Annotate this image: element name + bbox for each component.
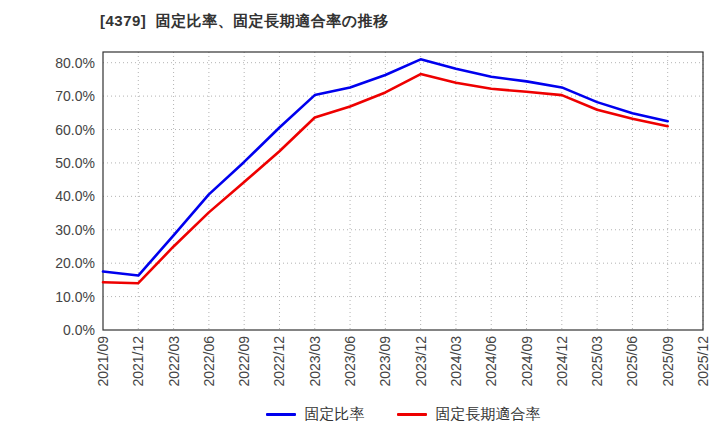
legend-line-swatch-red [397, 413, 427, 416]
x-axis-tick-label: 2022/03 [166, 336, 182, 387]
x-axis-tick-label: 2025/12 [695, 336, 711, 387]
y-axis-tick-label: 0.0% [63, 322, 95, 338]
legend-item-fixed-ratio: 固定比率 [266, 405, 365, 424]
x-axis-tick-label: 2021/09 [95, 336, 111, 387]
x-axis-tick-label: 2024/09 [519, 336, 535, 387]
chart-page: { "header": { "title": "[4379] 固定比率、固定長期… [0, 0, 720, 440]
x-axis-tick-label: 2023/12 [413, 336, 429, 387]
y-axis-tick-label: 60.0% [55, 122, 95, 138]
x-axis-tick-label: 2023/06 [342, 336, 358, 387]
y-axis-tick-label: 80.0% [55, 55, 95, 71]
x-axis-tick-label: 2023/09 [377, 336, 393, 387]
x-axis-tick-label: 2025/09 [660, 336, 676, 387]
legend-label: 固定長期適合率 [436, 405, 541, 424]
x-axis-tick-label: 2024/06 [483, 336, 499, 387]
x-axis-tick-label: 2022/06 [201, 336, 217, 387]
plot-border [103, 52, 703, 330]
legend-line-swatch-blue [266, 413, 296, 416]
x-axis-tick-label: 2024/03 [448, 336, 464, 387]
legend-item-fixed-longterm: 固定長期適合率 [397, 405, 541, 424]
x-axis-tick-label: 2022/12 [271, 336, 287, 387]
chart-legend: 固定比率 固定長期適合率 [103, 405, 703, 424]
line-chart-plot: 0.0% 10.0% 20.0% 30.0% 40.0% 50.0% 60.0% 70.0% 8… [0, 0, 720, 440]
y-axis-tick-label: 70.0% [55, 88, 95, 104]
y-axis-tick-label: 30.0% [55, 222, 95, 238]
y-axis-tick-label: 20.0% [55, 255, 95, 271]
x-axis-tick-label: 2023/03 [307, 336, 323, 387]
legend-label: 固定比率 [305, 405, 365, 424]
x-axis-tick-label: 2025/06 [624, 336, 640, 387]
x-axis-tick-label: 2024/12 [554, 336, 570, 387]
x-axis-tick-label: 2025/03 [589, 336, 605, 387]
x-axis-tick-label: 2021/12 [130, 336, 146, 387]
series-line-fixed-longterm [103, 74, 668, 283]
y-axis-tick-label: 50.0% [55, 155, 95, 171]
y-axis-tick-label: 10.0% [55, 289, 95, 305]
x-axis-tick-label: 2022/09 [236, 336, 252, 387]
y-axis-tick-label: 40.0% [55, 188, 95, 204]
